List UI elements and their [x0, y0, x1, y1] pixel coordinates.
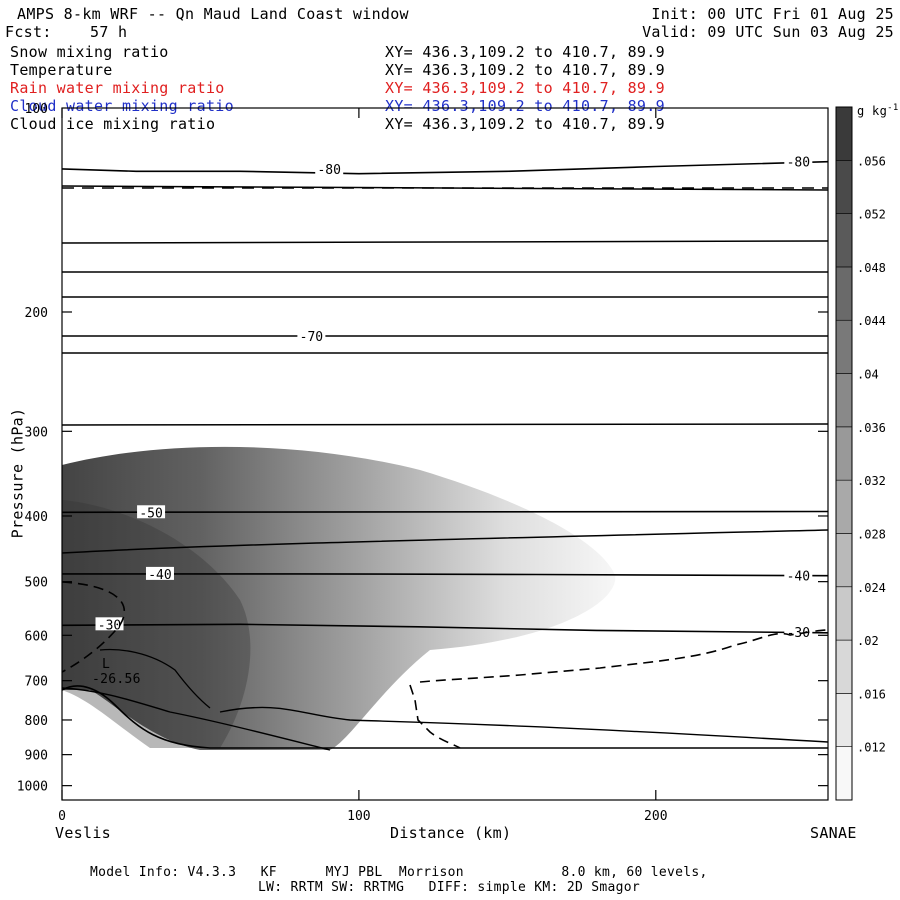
model-info-line2: LW: RRTM SW: RRTMG DIFF: simple KM: 2D S…	[258, 880, 640, 895]
field-name-cloud-ice: Cloud ice mixing ratio	[10, 115, 216, 133]
colorbar-tick-label: .024	[857, 581, 886, 595]
colorbar-tick-label: .052	[857, 208, 886, 222]
colorbar-tick-label: .044	[857, 314, 886, 328]
colorbar-tick-label: .012	[857, 741, 886, 755]
y-tick-label: 800	[25, 714, 48, 729]
field-name-snow: Snow mixing ratio	[10, 43, 169, 61]
snow-mixing-ratio-field	[62, 446, 616, 750]
y-tick-label: 900	[25, 749, 48, 764]
colorbar-segment	[835, 693, 853, 747]
contour-label: -40	[148, 568, 171, 583]
y-tick-label: 400	[25, 510, 48, 525]
contour-label-bg	[297, 328, 326, 342]
dashed-isoline-left	[62, 581, 126, 673]
fcst-label: Fcst:	[5, 23, 52, 41]
colorbar-units: g kg-1	[857, 100, 899, 119]
colorbar-tick-label: .048	[857, 261, 886, 275]
contour-label: -30	[787, 626, 810, 641]
colorbar-tick-label: .036	[857, 421, 886, 435]
y-tick-label: 600	[25, 629, 48, 644]
field-xy-cloud-water: XY= 436.3,109.2 to 410.7, 89.9	[385, 97, 665, 115]
temperature-contour	[62, 510, 828, 514]
contour-label: -50	[139, 506, 162, 521]
isoline-240	[62, 240, 828, 244]
colorbar-segment	[835, 533, 853, 588]
valid-time: Valid: 09 UTC Sun 03 Aug 25	[642, 23, 894, 41]
field-xy-rain: XY= 436.3,109.2 to 410.7, 89.9	[385, 79, 665, 97]
y-tick-label: 200	[25, 306, 48, 321]
isoline-425	[62, 423, 828, 426]
isoline-l-loop	[99, 648, 211, 709]
colorbar-tick-label: .016	[857, 687, 886, 701]
contour-label: -80	[317, 163, 340, 178]
temperature-contour	[62, 623, 828, 634]
plot-frame	[61, 107, 829, 801]
colorbar-units-exp: -1	[887, 103, 899, 113]
colorbar-segment	[835, 373, 853, 428]
isoline-mid	[62, 529, 828, 554]
contour-label-bg	[784, 154, 813, 168]
temperature-contour	[62, 160, 828, 175]
window-title: AMPS 8-km WRF -- Qn Maud Land Coast wind…	[17, 5, 409, 23]
isoline-top-solid	[62, 185, 828, 191]
model-info-line1: Model Info: V4.3.3 KF MYJ PBL Morrison 8…	[90, 865, 708, 880]
field-xy-snow: XY= 436.3,109.2 to 410.7, 89.9	[385, 43, 665, 61]
contour-label: -40	[787, 570, 810, 585]
field-xy-cloud-ice: XY= 436.3,109.2 to 410.7, 89.9	[385, 115, 665, 133]
temperature-contour	[62, 573, 828, 577]
colorbar-tick-label: .032	[857, 474, 886, 488]
low-marker: L	[102, 657, 111, 672]
colorbar-segment	[835, 319, 853, 374]
contour-label-bg	[315, 161, 344, 175]
contour-label: -70	[300, 330, 323, 345]
y-tick-label: 300	[25, 425, 48, 440]
y-axis-title: Pressure (hPa)	[8, 407, 27, 539]
colorbar-segment	[835, 479, 853, 534]
x-axis-right-label: SANAE	[810, 824, 857, 842]
low-value: -26.56	[92, 672, 141, 687]
y-tick-label: 1000	[17, 780, 48, 795]
colorbar-segment	[835, 160, 853, 214]
field-name-temperature: Temperature	[10, 61, 113, 79]
y-tick-label: 700	[25, 675, 48, 690]
y-tick-label: 100	[25, 102, 48, 117]
y-tick-label: 500	[25, 576, 48, 591]
lower-isoline	[62, 687, 331, 751]
colorbar-tick-label: .04	[857, 368, 879, 382]
field-xy-temperature: XY= 436.3,109.2 to 410.7, 89.9	[385, 61, 665, 79]
colorbar-tick-label: .028	[857, 527, 886, 541]
colorbar-segment	[835, 426, 853, 481]
x-tick-label: 0	[58, 809, 66, 824]
colorbar-segment	[835, 746, 853, 801]
colorbar-frame	[835, 106, 853, 801]
colorbar-units-text: g kg	[857, 104, 888, 118]
colorbar-segment	[835, 266, 853, 321]
contour-label-bg	[137, 505, 166, 519]
contour-label-bg	[95, 617, 124, 631]
colorbar-segment	[835, 213, 853, 268]
colorbar-segment	[835, 639, 853, 694]
contour-label-bg	[784, 568, 813, 582]
contour-label: -30	[98, 618, 121, 633]
colorbar-segment	[835, 106, 853, 161]
contour-label: -80	[787, 156, 810, 171]
x-tick-label: 200	[644, 809, 667, 824]
colorbar-segment	[835, 586, 853, 641]
contour-label-bg	[145, 566, 174, 580]
x-axis-left-label: Veslis	[55, 824, 111, 842]
fcst-value: 57 h	[90, 23, 128, 41]
init-time: Init: 00 UTC Fri 01 Aug 25	[651, 5, 894, 23]
field-name-rain: Rain water mixing ratio	[10, 79, 225, 97]
field-name-cloud-water: Cloud water mixing ratio	[10, 97, 234, 115]
dashed-isoline-right	[409, 629, 828, 749]
colorbar-tick-label: .02	[857, 634, 879, 648]
colorbar-tick-label: .056	[857, 154, 886, 168]
isoline-surface	[219, 706, 828, 743]
x-tick-label: 100	[347, 809, 370, 824]
x-axis-title: Distance (km)	[390, 824, 512, 842]
terrain-outline	[62, 685, 828, 749]
